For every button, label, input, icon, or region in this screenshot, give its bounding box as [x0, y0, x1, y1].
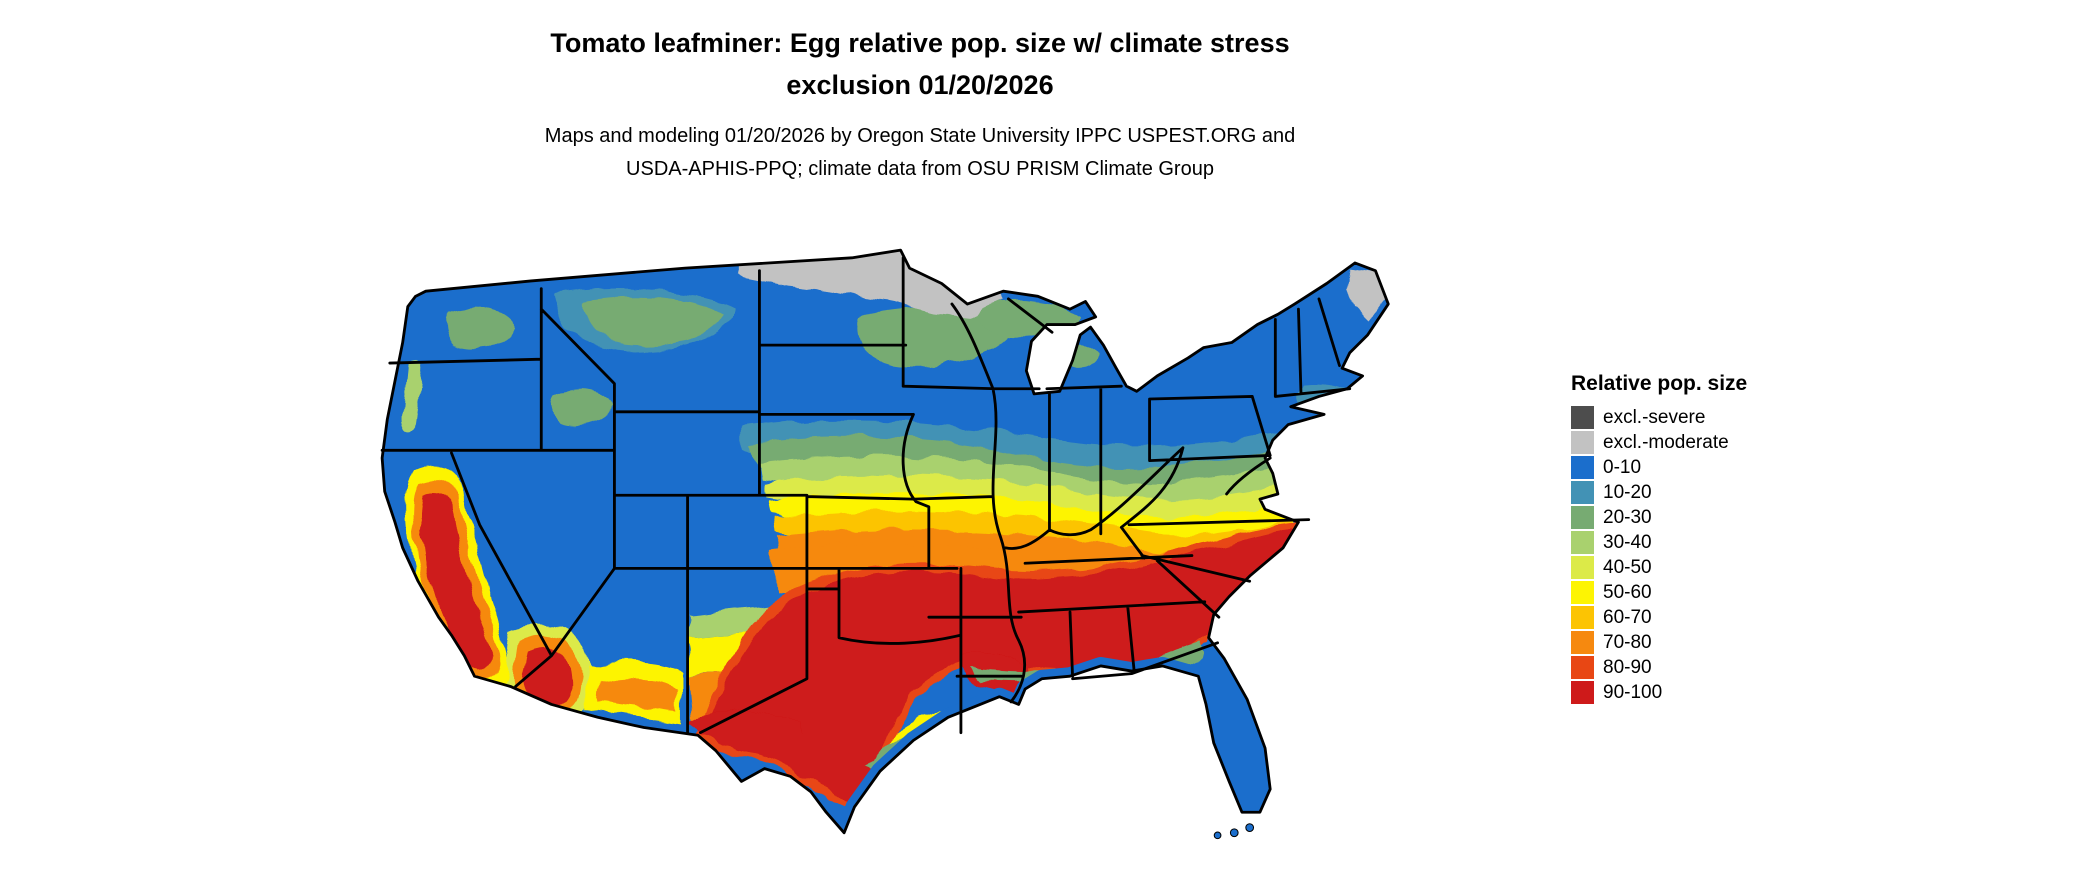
map-subtitle-line1: Maps and modeling 01/20/2026 by Oregon S… [544, 125, 1296, 147]
legend-label: 30-40 [1603, 531, 1652, 553]
legend-item: 30-40 [1571, 531, 1747, 554]
legend-item: 10-20 [1571, 481, 1747, 504]
legend-label: excl.-moderate [1603, 431, 1729, 453]
raster-minnesota-20-30 [857, 307, 1014, 368]
raster-florida-0-10 [1198, 614, 1271, 813]
us-choropleth-map [380, 248, 1390, 840]
state-borders [380, 256, 1352, 735]
legend-swatch-70-80 [1571, 631, 1594, 654]
legend-label: 60-70 [1603, 606, 1652, 628]
map-subtitle: Maps and modeling 01/20/2026 by Oregon S… [0, 120, 1840, 186]
map-title: Tomato leafminer: Egg relative pop. size… [0, 22, 1840, 106]
legend-swatch-20-30 [1571, 506, 1594, 529]
raster-arizona-70-80 [597, 678, 678, 713]
legend-swatch-excl.-moderate [1571, 431, 1594, 454]
legend-item: 60-70 [1571, 606, 1747, 629]
legend-rows: excl.-severe excl.-moderate 0-10 10-20 20-30… [1571, 406, 1747, 704]
raster-maine-excl-moderate [1347, 268, 1386, 322]
raster-south-90-100 [702, 529, 1304, 805]
legend-item: 90-100 [1571, 681, 1747, 704]
raster-arizona-west-90-100 [522, 649, 571, 709]
map-subtitle-line2: USDA-APHIS-PPQ; climate data from OSU PR… [626, 158, 1214, 180]
legend-item: 0-10 [1571, 456, 1747, 479]
legend-label: 20-30 [1603, 506, 1652, 528]
legend-swatch-10-20 [1571, 481, 1594, 504]
legend-item: 80-90 [1571, 656, 1747, 679]
legend-label: 50-60 [1603, 581, 1652, 603]
florida-key-dot [1213, 831, 1222, 840]
legend-item: 50-60 [1571, 581, 1747, 604]
raster-montana-20-30 [584, 296, 724, 347]
legend-label: 90-100 [1603, 681, 1663, 703]
legend-label: 0-10 [1603, 456, 1642, 478]
legend-label: 40-50 [1603, 556, 1652, 578]
legend-item: excl.-severe [1571, 406, 1747, 429]
raster-washington-20-30 [445, 307, 516, 350]
legend-swatch-0-10 [1571, 456, 1594, 479]
florida-key-dot [1229, 828, 1239, 838]
legend-item: 70-80 [1571, 631, 1747, 654]
raster-california-90-100 [421, 492, 493, 673]
raster-layers [402, 250, 1386, 813]
map-legend: Relative pop. size excl.-severe excl.-mod… [1571, 372, 1747, 706]
legend-swatch-80-90 [1571, 656, 1594, 679]
legend-title: Relative pop. size [1571, 372, 1748, 395]
legend-label: excl.-severe [1603, 406, 1706, 428]
legend-swatch-30-40 [1571, 531, 1594, 554]
legend-swatch-60-70 [1571, 606, 1594, 629]
legend-swatch-90-100 [1571, 681, 1594, 704]
raster-idaho-20-30 [548, 389, 614, 426]
florida-keys [1213, 823, 1255, 840]
map-title-line2: exclusion 01/20/2026 [786, 70, 1054, 100]
legend-item: 40-50 [1571, 556, 1747, 579]
legend-swatch-excl.-severe [1571, 406, 1594, 429]
legend-item: excl.-moderate [1571, 431, 1747, 454]
legend-label: 80-90 [1603, 656, 1652, 678]
legend-swatch-50-60 [1571, 581, 1594, 604]
legend-swatch-40-50 [1571, 556, 1594, 579]
legend-label: 70-80 [1603, 631, 1652, 653]
legend-label: 10-20 [1603, 481, 1652, 503]
raster-oregon-coast-30-40 [402, 359, 423, 432]
map-title-line1: Tomato leafminer: Egg relative pop. size… [550, 28, 1290, 58]
us-outline [380, 248, 1390, 835]
florida-key-dot [1245, 823, 1255, 832]
legend-item: 20-30 [1571, 506, 1747, 529]
raster-gulf-fringe-20-30 [972, 642, 1209, 683]
raster-border-90-100 [688, 709, 804, 736]
header: Tomato leafminer: Egg relative pop. size… [0, 22, 1840, 186]
